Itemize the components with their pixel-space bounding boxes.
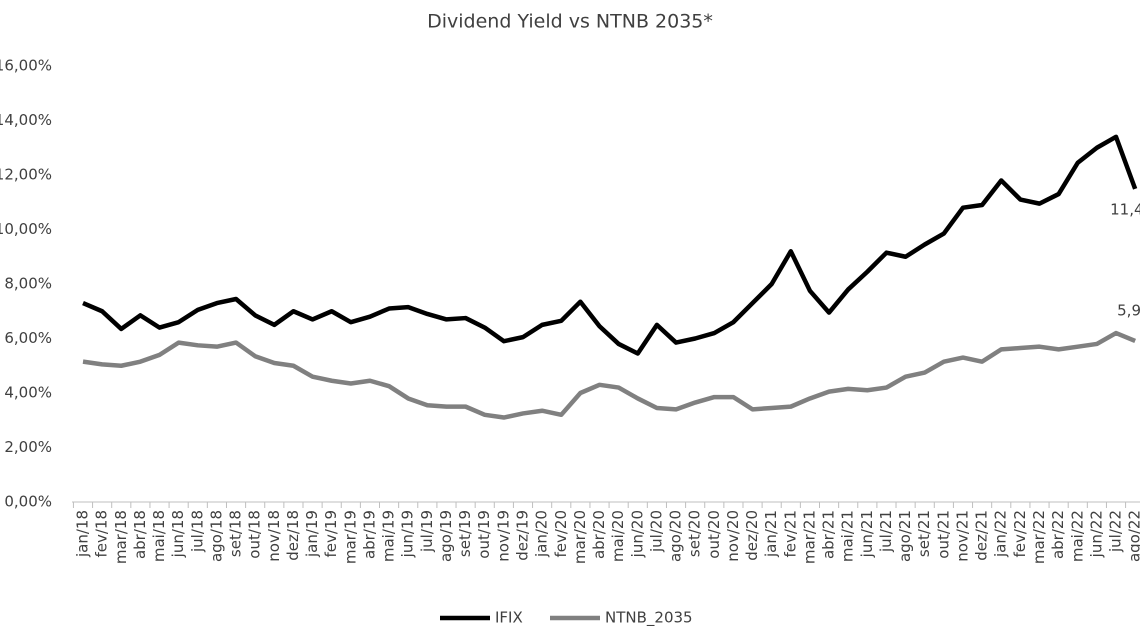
x-tick-label: dez/18	[284, 510, 302, 561]
x-tick-label: abr/22	[1049, 510, 1067, 559]
x-tick-label: out/21	[934, 510, 952, 559]
x-tick-label: mar/22	[1030, 510, 1048, 564]
x-tick-label: dez/21	[973, 510, 991, 561]
x-tick-label: fev/21	[781, 510, 799, 558]
y-tick-label: 0,00%	[4, 493, 52, 511]
data-label: 11,49%	[1110, 200, 1140, 218]
x-tick-label: fev/20	[552, 510, 570, 558]
x-tick-label: jul/19	[418, 510, 436, 553]
x-tick-label: set/19	[456, 510, 474, 557]
x-tick-label: mai/21	[839, 510, 857, 562]
x-tick-label: ago/22	[1126, 510, 1140, 562]
x-tick-label: fev/19	[322, 510, 340, 558]
y-tick-label: 2,00%	[4, 438, 52, 456]
data-label: 5,91%	[1117, 301, 1140, 319]
series-line	[82, 330, 1137, 420]
x-tick-label: ago/20	[667, 510, 685, 562]
x-tick-label: jul/22	[1107, 510, 1125, 553]
x-tick-label: dez/20	[743, 510, 761, 561]
x-tick-label: mar/18	[112, 510, 130, 564]
x-tick-label: out/19	[475, 510, 493, 559]
x-tick-label: mai/18	[150, 510, 168, 562]
x-tick-label: out/20	[705, 510, 723, 559]
chart-title: Dividend Yield vs NTNB 2035*	[427, 11, 713, 33]
legend-label: IFIX	[495, 609, 523, 627]
x-tick-label: nov/19	[494, 510, 512, 562]
y-tick-label: 8,00%	[4, 275, 52, 293]
x-tick-label: set/21	[915, 510, 933, 557]
x-tick-label: jun/18	[169, 510, 187, 558]
x-tick-label: jan/19	[303, 510, 321, 558]
x-tick-label: nov/21	[953, 510, 971, 562]
x-tick-label: nov/20	[724, 510, 742, 562]
y-tick-label: 14,00%	[0, 111, 52, 129]
x-tick-label: mai/22	[1068, 510, 1086, 562]
y-tick-label: 6,00%	[4, 329, 52, 347]
x-tick-label: jul/18	[188, 510, 206, 553]
x-tick-label: mar/20	[571, 510, 589, 564]
x-tick-label: nov/18	[265, 510, 283, 562]
x-tick-label: ago/19	[437, 510, 455, 562]
legend-label: NTNB_2035	[605, 609, 693, 628]
x-tick-label: fev/18	[93, 510, 111, 558]
x-tick-label: fev/22	[1011, 510, 1029, 558]
x-tick-label: dez/19	[513, 510, 531, 561]
x-tick-label: jun/22	[1087, 510, 1105, 558]
y-tick-label: 12,00%	[0, 166, 52, 184]
y-tick-label: 4,00%	[4, 384, 52, 402]
x-tick-label: out/18	[246, 510, 264, 559]
y-tick-label: 10,00%	[0, 220, 52, 238]
x-tick-label: set/20	[686, 510, 704, 557]
x-tick-label: jan/22	[992, 510, 1010, 558]
x-tick-label: jul/20	[647, 510, 665, 553]
x-tick-label: jan/21	[762, 510, 780, 558]
x-tick-label: mar/21	[800, 510, 818, 564]
y-tick-label: 16,00%	[0, 57, 52, 75]
x-tick-label: jul/21	[877, 510, 895, 553]
x-tick-label: mai/19	[380, 510, 398, 562]
x-tick-label: ago/18	[207, 510, 225, 562]
x-tick-label: abr/21	[820, 510, 838, 559]
x-tick-label: abr/19	[360, 510, 378, 559]
x-tick-label: jun/19	[399, 510, 417, 558]
x-tick-label: mai/20	[609, 510, 627, 562]
x-tick-label: jan/20	[533, 510, 551, 558]
x-tick-label: abr/18	[131, 510, 149, 559]
x-tick-label: jun/20	[628, 510, 646, 558]
x-tick-label: ago/21	[896, 510, 914, 562]
x-tick-label: abr/20	[590, 510, 608, 559]
x-tick-label: set/18	[227, 510, 245, 557]
series-line	[82, 134, 1138, 356]
x-tick-label: mar/19	[341, 510, 359, 564]
x-tick-label: jan/18	[74, 510, 92, 558]
x-tick-label: jun/21	[858, 510, 876, 558]
